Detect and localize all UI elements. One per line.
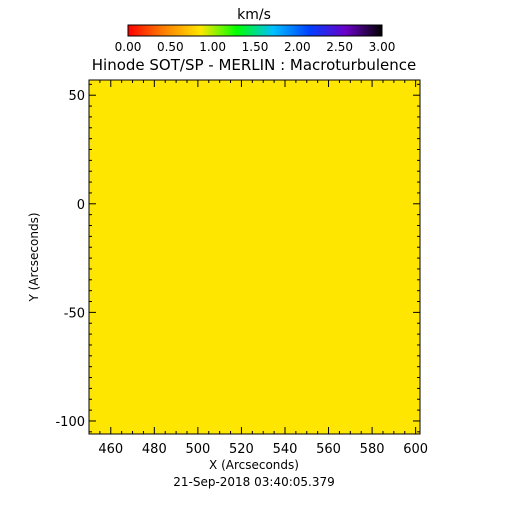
x-tick-label: 580 (360, 442, 385, 457)
colorbar-tick-label: 1.50 (242, 40, 269, 54)
chart-title: Hinode SOT/SP - MERLIN : Macroturbulence (92, 56, 417, 74)
y-tick-label: -100 (55, 415, 85, 430)
colorbar-tick-label: 0.00 (115, 40, 142, 54)
x-tick-label: 560 (316, 442, 341, 457)
y-tick-label: 0 (77, 198, 85, 213)
x-axis-label: X (Arcseconds) (209, 458, 299, 472)
y-tick-label: -50 (64, 306, 85, 321)
colorbar-tick-label: 2.50 (326, 40, 353, 54)
colorbar-tick-label: 3.00 (369, 40, 396, 54)
colorbar-tick-label: 1.00 (199, 40, 226, 54)
colorbar-tick-label: 2.00 (284, 40, 311, 54)
y-axis-ticks: 50 0 -50 -100 (55, 83, 420, 433)
x-tick-label: 520 (229, 442, 254, 457)
observation-timestamp: 21-Sep-2018 03:40:05.379 (173, 475, 335, 489)
x-axis-ticks: 460 480 500 520 540 560 580 600 (98, 80, 428, 457)
y-axis-label: Y (Arcseconds) (27, 212, 41, 302)
x-tick-label: 600 (403, 442, 428, 457)
plot-frame (88, 79, 421, 435)
x-tick-label: 500 (185, 442, 210, 457)
heatmap-fill (89, 80, 420, 434)
colorbar-label: km/s (237, 7, 271, 23)
x-tick-label: 460 (98, 442, 123, 457)
x-tick-label: 480 (142, 442, 167, 457)
y-tick-label: 50 (68, 89, 85, 104)
x-tick-label: 540 (273, 442, 298, 457)
colorbar-ticks: 0.00 0.50 1.00 1.50 2.00 2.50 3.00 (115, 40, 396, 54)
colorbar-tick-label: 0.50 (157, 40, 184, 54)
colorbar (127, 24, 383, 37)
